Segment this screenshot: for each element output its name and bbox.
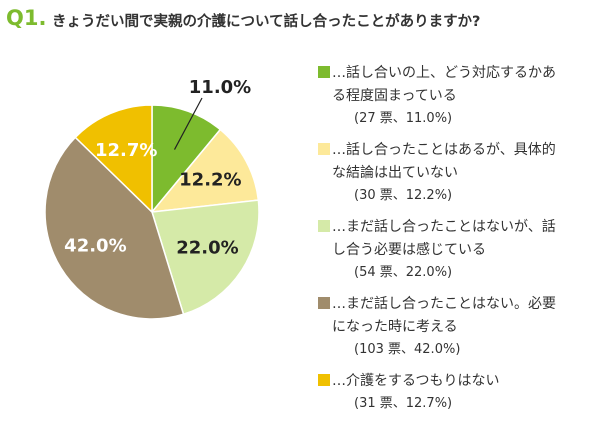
pie-slice <box>44 136 185 320</box>
legend-item: …介護をするつもりはない (31 票、12.7%) <box>318 370 588 414</box>
legend-item: …話し合ったことはあるが、具体的な結論は出ていない (30 票、12.2%) <box>318 139 588 206</box>
legend-count: (103 票、42.0%) <box>354 342 461 357</box>
legend-item: …まだ話し合ったことはないが、話し合う必要は感じている (54 票、22.0%) <box>318 216 588 283</box>
chart-title: きょうだい間で実親の介護について話し合ったことがありますか? <box>52 14 481 30</box>
pie-slice <box>151 199 260 316</box>
legend-item: …話し合いの上、どう対応するかある程度固まっている (27 票、11.0%) <box>318 62 588 129</box>
legend-label: …まだ話し合ったことはないが、話し合う必要は感じている <box>332 219 556 258</box>
legend-swatch <box>318 297 330 309</box>
slice-label: 12.2% <box>179 169 241 190</box>
legend-swatch <box>318 66 330 78</box>
pie-slice <box>150 128 260 213</box>
legend-item: …まだ話し合ったことはない。必要になった時に考える (103 票、42.0%) <box>318 293 588 360</box>
legend-swatch <box>318 220 330 232</box>
pie-slice <box>151 104 222 215</box>
legend-swatch <box>318 374 330 386</box>
chart: 11.0% 12.2% 22.0% 42.0% 12.7% <box>44 77 260 320</box>
legend-label: …介護をするつもりはない <box>332 373 500 389</box>
slice-label: 11.0% <box>189 77 251 98</box>
legend-count: (27 票、11.0%) <box>354 111 453 126</box>
legend-label: …話し合ったことはあるが、具体的な結論は出ていない <box>332 142 556 181</box>
legend-count: (31 票、12.7%) <box>354 396 453 411</box>
legend-count: (30 票、12.2%) <box>354 188 453 203</box>
slice-label: 42.0% <box>64 236 126 257</box>
slice-label: 22.0% <box>176 237 238 258</box>
leader-line <box>173 97 203 150</box>
legend: …話し合いの上、どう対応するかある程度固まっている (27 票、11.0%) …話し… <box>318 62 588 424</box>
pie-slice <box>74 104 153 214</box>
question-number: Q1. <box>6 6 47 30</box>
slice-label: 12.7% <box>95 140 157 161</box>
legend-label: …まだ話し合ったことはない。必要になった時に考える <box>332 296 556 335</box>
legend-swatch <box>318 143 330 155</box>
legend-count: (54 票、22.0%) <box>354 265 453 280</box>
legend-label: …話し合いの上、どう対応するかある程度固まっている <box>332 65 556 104</box>
